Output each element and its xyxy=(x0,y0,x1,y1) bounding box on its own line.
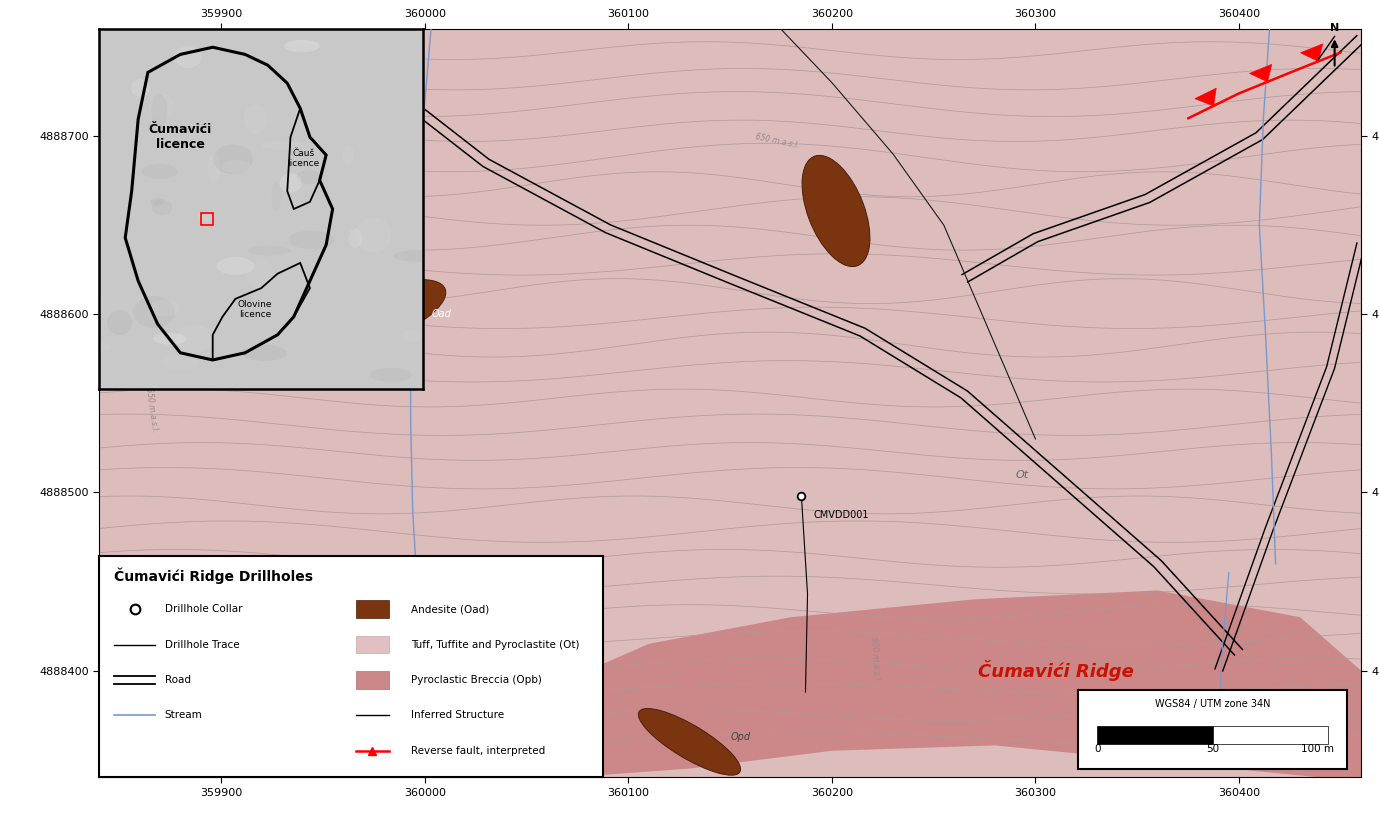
Polygon shape xyxy=(1196,89,1216,106)
Text: Drillhole Collar: Drillhole Collar xyxy=(164,604,243,614)
Ellipse shape xyxy=(353,339,378,364)
Bar xyxy=(201,212,212,225)
Ellipse shape xyxy=(374,269,390,302)
Bar xyxy=(1098,726,1214,744)
Ellipse shape xyxy=(317,360,359,381)
Ellipse shape xyxy=(265,240,274,272)
Polygon shape xyxy=(1249,64,1271,82)
Ellipse shape xyxy=(302,279,346,292)
Ellipse shape xyxy=(215,125,234,145)
Ellipse shape xyxy=(383,186,408,214)
Ellipse shape xyxy=(319,87,367,101)
Text: Stream: Stream xyxy=(164,711,203,721)
Ellipse shape xyxy=(91,244,131,257)
Ellipse shape xyxy=(314,279,445,349)
Ellipse shape xyxy=(219,27,240,62)
Ellipse shape xyxy=(382,333,426,344)
Bar xyxy=(356,600,389,618)
Text: 650 m.a.s.l.: 650 m.a.s.l. xyxy=(754,133,800,150)
Ellipse shape xyxy=(121,229,139,238)
Text: Andesite (Oad): Andesite (Oad) xyxy=(411,604,490,614)
Text: Drillhole Trace: Drillhole Trace xyxy=(164,640,240,650)
Ellipse shape xyxy=(160,111,172,129)
Ellipse shape xyxy=(161,202,182,226)
Ellipse shape xyxy=(803,155,870,267)
Ellipse shape xyxy=(302,43,319,72)
Text: WGS84 / UTM zone 34N: WGS84 / UTM zone 34N xyxy=(1156,699,1270,709)
Ellipse shape xyxy=(338,303,357,321)
Bar xyxy=(356,671,389,689)
Text: 0: 0 xyxy=(1094,744,1100,753)
Ellipse shape xyxy=(244,55,273,90)
Text: 600 m.a.s.l.: 600 m.a.s.l. xyxy=(869,636,881,681)
Polygon shape xyxy=(1300,44,1322,61)
Ellipse shape xyxy=(638,708,741,775)
Ellipse shape xyxy=(336,268,382,298)
Text: Tuff, Tuffite and Pyroclastite (Ot): Tuff, Tuffite and Pyroclastite (Ot) xyxy=(411,640,579,650)
Text: Olovine
licence: Olovine licence xyxy=(237,300,272,319)
Ellipse shape xyxy=(183,309,208,333)
Text: Čumavići
licence: Čumavići licence xyxy=(149,123,212,151)
Polygon shape xyxy=(536,590,1361,777)
Text: 50: 50 xyxy=(1207,744,1219,753)
Text: Čauš
licence: Čauš licence xyxy=(287,149,320,168)
Text: Reverse fault, interpreted: Reverse fault, interpreted xyxy=(411,746,546,756)
Ellipse shape xyxy=(212,259,247,276)
Ellipse shape xyxy=(312,243,324,257)
Ellipse shape xyxy=(321,251,368,262)
Text: Čumavići Ridge: Čumavići Ridge xyxy=(978,660,1134,681)
Ellipse shape xyxy=(124,106,160,125)
Text: N: N xyxy=(1329,23,1339,33)
Ellipse shape xyxy=(88,346,114,379)
Bar xyxy=(1214,726,1328,744)
Ellipse shape xyxy=(393,258,416,271)
Text: Inferred Structure: Inferred Structure xyxy=(411,711,505,721)
Text: Road: Road xyxy=(164,675,190,685)
Ellipse shape xyxy=(389,33,425,41)
Ellipse shape xyxy=(269,137,296,163)
Ellipse shape xyxy=(382,110,430,122)
Text: Ot: Ot xyxy=(1015,470,1029,480)
Ellipse shape xyxy=(251,201,288,233)
Ellipse shape xyxy=(153,121,181,137)
Text: Čumavići Ridge Drillholes: Čumavići Ridge Drillholes xyxy=(114,567,313,584)
Ellipse shape xyxy=(87,135,120,154)
Text: CMVDD001: CMVDD001 xyxy=(814,510,869,520)
Ellipse shape xyxy=(356,237,387,266)
Ellipse shape xyxy=(207,121,225,150)
Ellipse shape xyxy=(265,332,276,344)
Bar xyxy=(356,635,389,654)
Ellipse shape xyxy=(390,265,421,283)
Text: 100 m: 100 m xyxy=(1300,744,1333,753)
Text: 550 m.a.s.l.: 550 m.a.s.l. xyxy=(143,386,159,432)
Ellipse shape xyxy=(389,375,411,400)
Text: Pyroclastic Breccia (Opb): Pyroclastic Breccia (Opb) xyxy=(411,675,542,685)
Text: Opd: Opd xyxy=(731,732,750,742)
Ellipse shape xyxy=(284,315,295,332)
Text: Oad: Oad xyxy=(432,309,451,319)
Ellipse shape xyxy=(164,350,203,360)
Ellipse shape xyxy=(338,134,375,161)
Ellipse shape xyxy=(183,28,218,62)
